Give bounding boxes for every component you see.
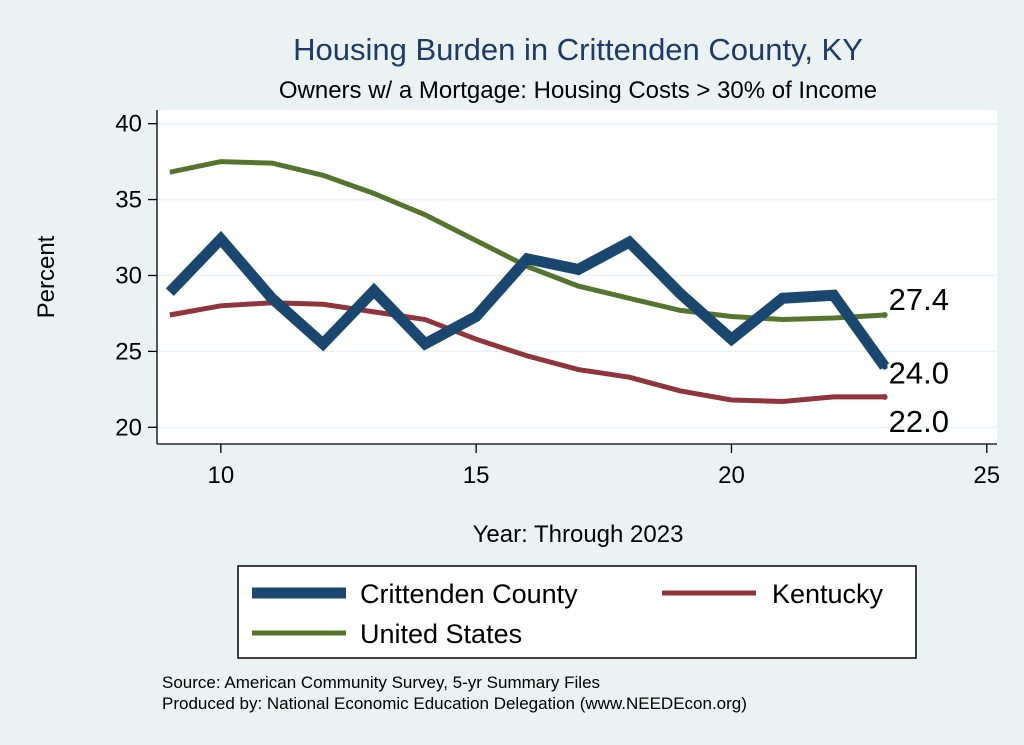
y-axis-title: Percent <box>33 235 60 318</box>
y-tick-label: 25 <box>115 338 142 365</box>
legend-box <box>237 565 917 659</box>
end-point-kentucky <box>881 393 888 400</box>
end-label-kentucky: 22.0 <box>889 404 949 439</box>
produced-by-note: Produced by: National Economic Education… <box>162 694 747 713</box>
end-label-united-states: 27.4 <box>889 282 949 317</box>
series-line-kentucky <box>169 300 885 405</box>
y-tick-label: 40 <box>115 111 142 138</box>
legend-label-united-states: United States <box>360 619 522 649</box>
gridlines <box>157 122 997 429</box>
end-point-crittenden-county <box>881 363 888 370</box>
chart-title: Housing Burden in Crittenden County, KY <box>293 32 863 67</box>
plot-area <box>157 110 997 444</box>
x-tick-label: 10 <box>207 462 234 489</box>
legend-label-crittenden: Crittenden County <box>360 579 578 609</box>
series-lines <box>165 159 890 405</box>
end-label-crittenden-county: 24.0 <box>889 356 949 391</box>
axes: 20 25 30 35 40 10 15 20 25 <box>115 110 1000 489</box>
x-axis-title: Year: Through 2023 <box>473 521 684 548</box>
y-tick-label: 30 <box>115 262 142 289</box>
end-labels: 24.0 22.0 27.4 <box>881 282 949 439</box>
x-tick-label: 15 <box>463 462 490 489</box>
x-tick-label: 20 <box>718 462 745 489</box>
series-line-crittenden-county <box>165 230 890 370</box>
legend: Crittenden County Kentucky United States <box>237 565 917 659</box>
y-tick-label: 35 <box>115 187 142 214</box>
y-tick-label: 20 <box>115 414 142 441</box>
end-point-united-states <box>881 311 888 318</box>
legend-label-kentucky: Kentucky <box>772 579 884 609</box>
chart-subtitle: Owners w/ a Mortgage: Housing Costs > 30… <box>279 77 877 104</box>
x-tick-label: 25 <box>973 462 1000 489</box>
source-note: Source: American Community Survey, 5-yr … <box>162 673 600 692</box>
